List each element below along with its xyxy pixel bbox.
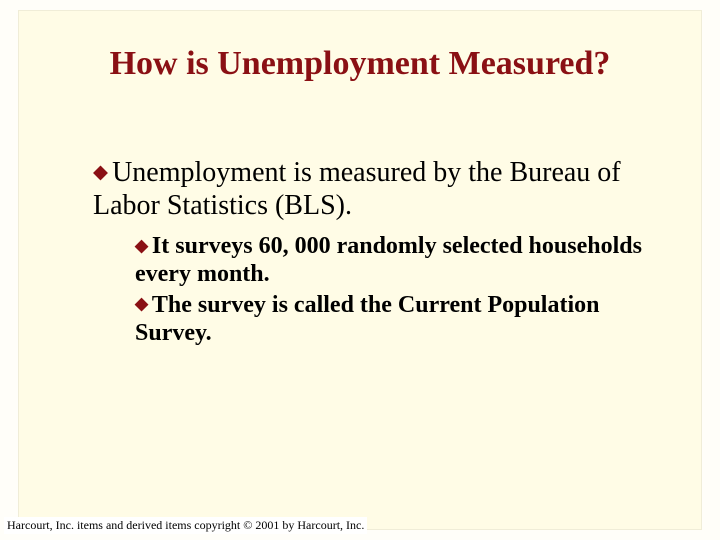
diamond-bullet-icon: ◆ (135, 236, 148, 256)
diamond-bullet-icon: ◆ (93, 161, 108, 184)
diamond-bullet-icon: ◆ (135, 294, 148, 314)
bullet-level-2-group: ◆It surveys 60, 000 randomly selected ho… (135, 232, 651, 347)
bullet-level-1: ◆Unemployment is measured by the Bureau … (93, 156, 651, 222)
lvl2-rest: survey is called the Current Population … (135, 292, 599, 346)
slide-body: ◆Unemployment is measured by the Bureau … (93, 156, 651, 349)
lvl2-lead: It (152, 233, 169, 259)
lvl2-lead: The (152, 292, 192, 318)
bullet-level-2: ◆It surveys 60, 000 randomly selected ho… (135, 232, 651, 289)
copyright-footer: Harcourt, Inc. items and derived items c… (4, 517, 367, 534)
lvl2-rest: surveys 60, 000 randomly selected househ… (135, 233, 642, 287)
slide-inner: How is Unemployment Measured? ◆Unemploym… (18, 10, 702, 530)
lvl1-lead: Unemployment (112, 157, 286, 188)
bullet-level-2: ◆The survey is called the Current Popula… (135, 291, 651, 348)
slide-title: How is Unemployment Measured? (19, 45, 701, 83)
slide: How is Unemployment Measured? ◆Unemploym… (0, 0, 720, 540)
